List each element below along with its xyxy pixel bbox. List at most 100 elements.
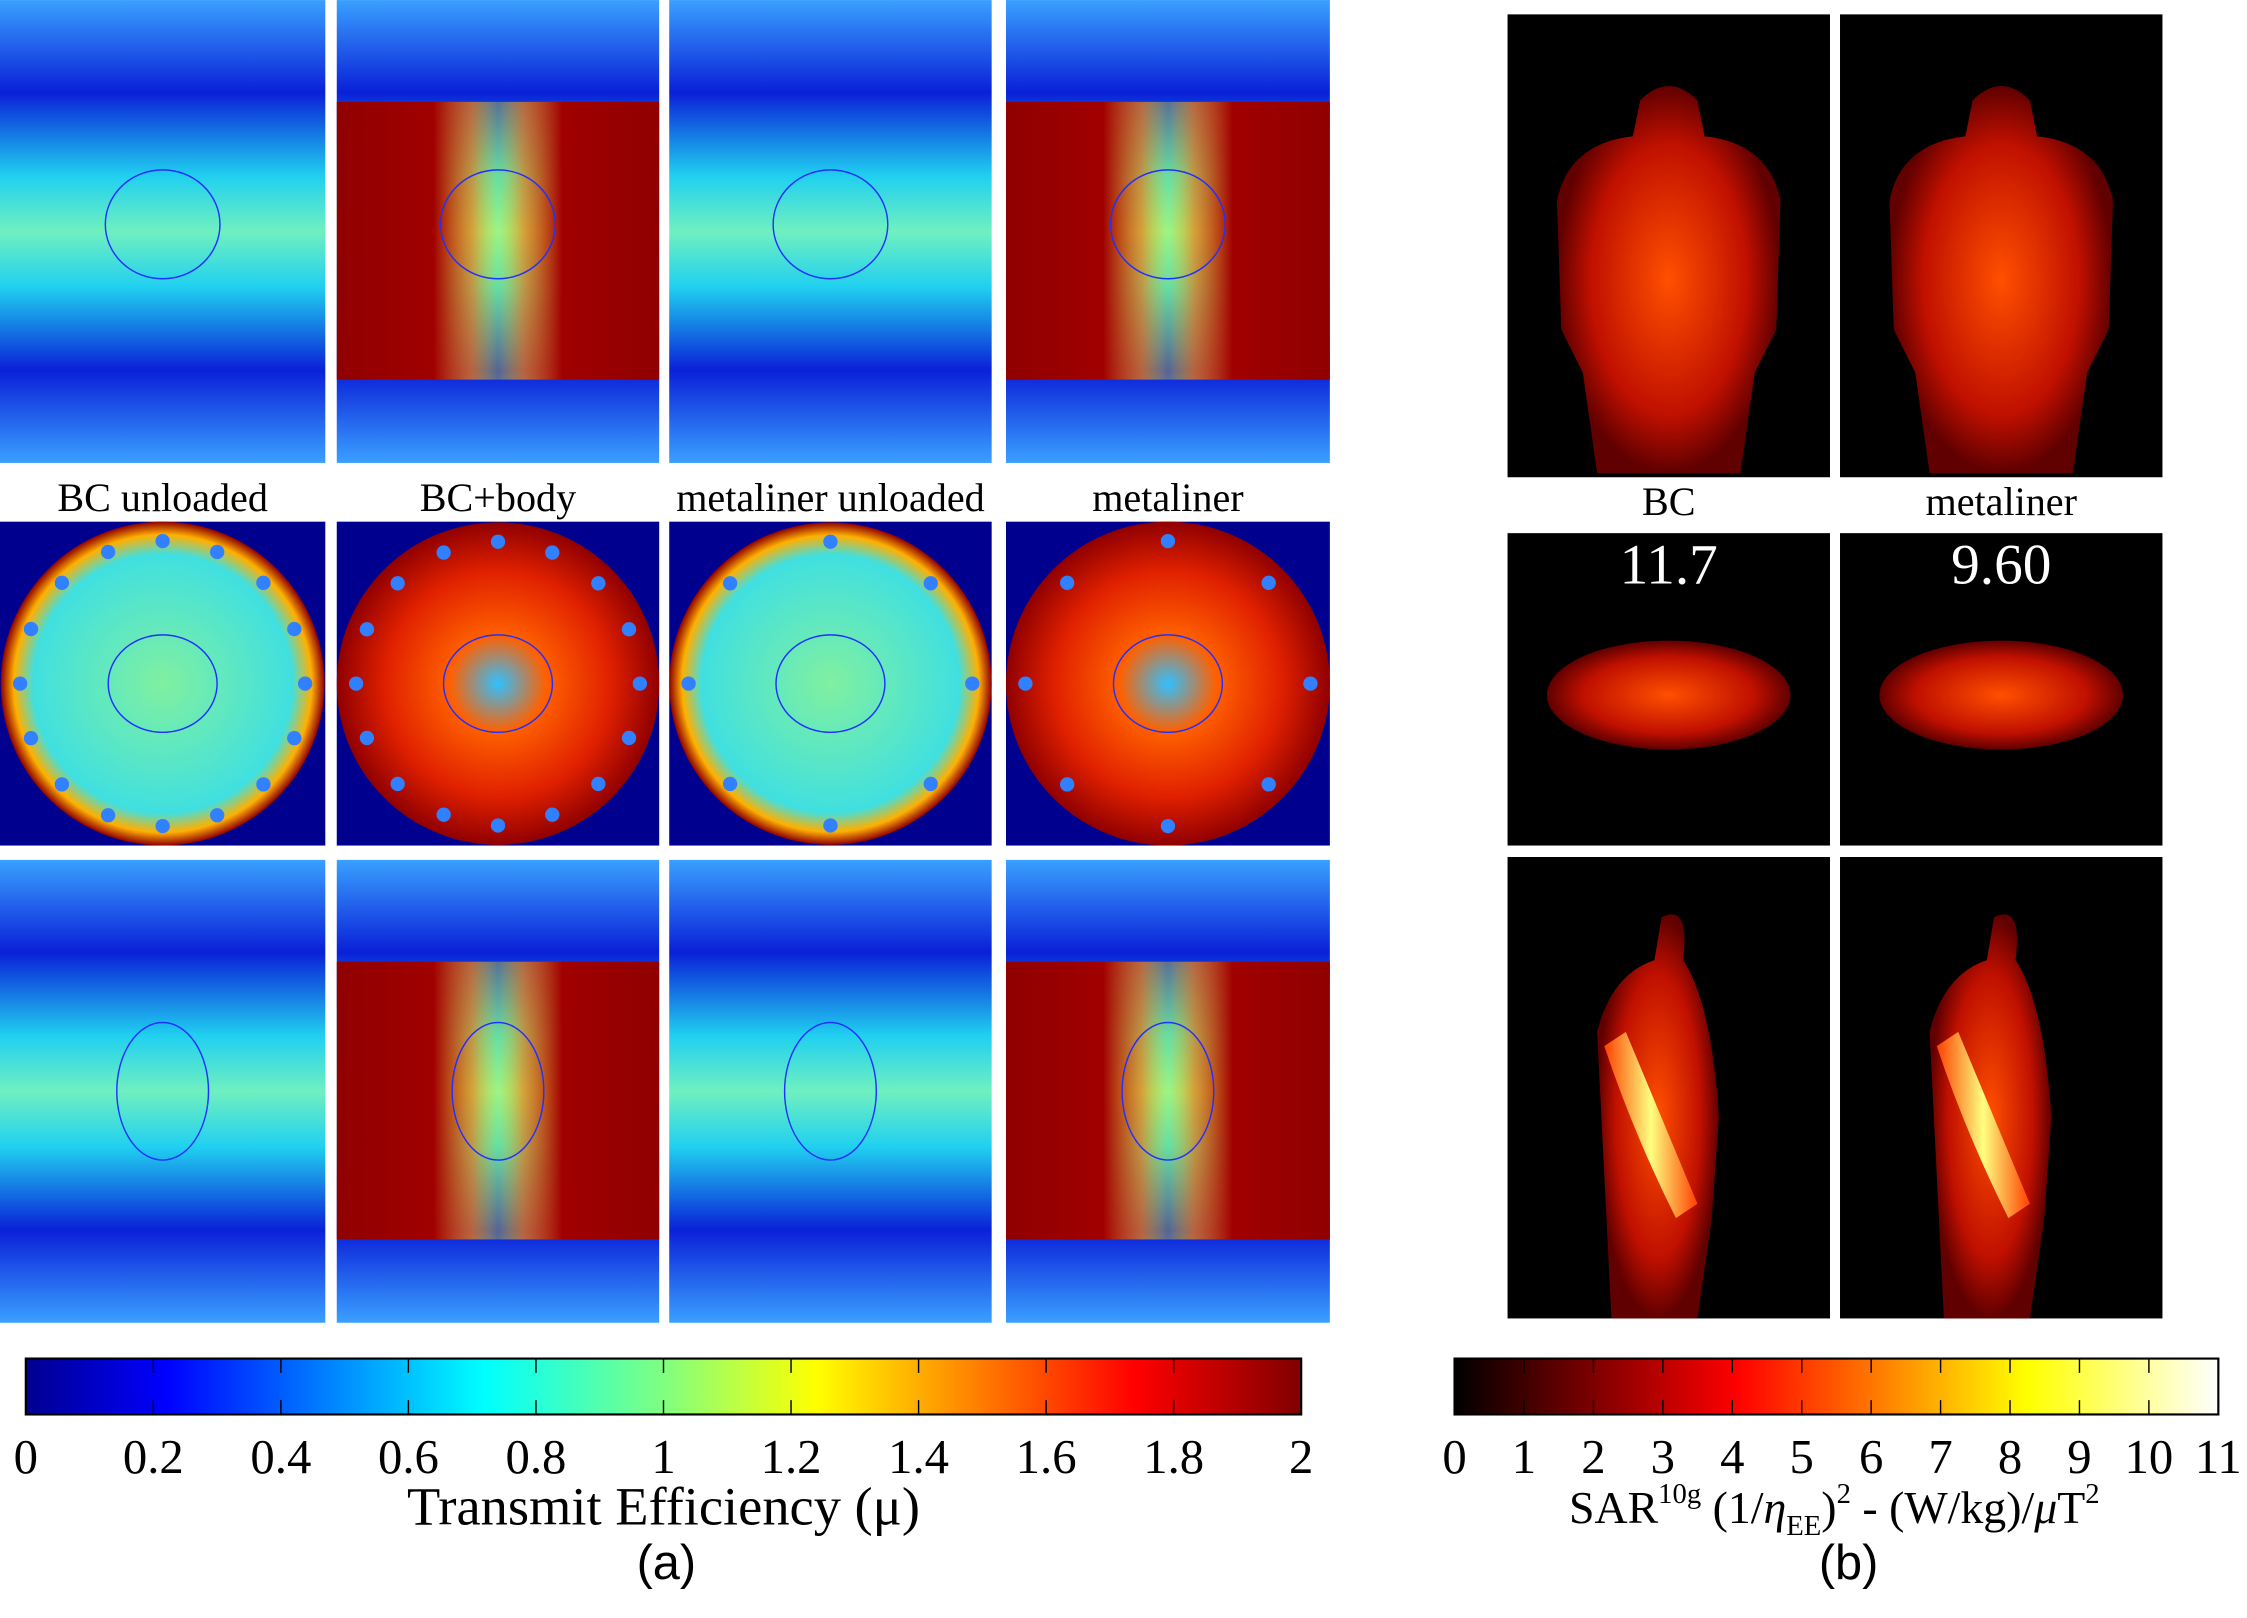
colorbar-tick-label: 0: [1442, 1430, 1466, 1484]
region-outline: [116, 1021, 210, 1161]
region-outline: [451, 1021, 545, 1161]
field-map-disc: [1005, 521, 1330, 846]
rung: [722, 776, 738, 792]
rung: [1160, 533, 1176, 549]
rung: [436, 545, 451, 560]
body-coronal: [1889, 86, 2114, 473]
colorbar-tick-label: 0.4: [250, 1430, 311, 1484]
colorbar-tick-label: 0.2: [123, 1430, 184, 1484]
region-outline: [783, 1021, 878, 1161]
label-part: (1/: [1701, 1481, 1764, 1532]
rung: [155, 533, 170, 549]
field-map-disc: [336, 522, 660, 845]
label-part: - (W/kg)/: [1851, 1481, 2035, 1532]
body-coronal: [1556, 86, 1781, 473]
colorbar-tick-label: 1.2: [761, 1430, 822, 1484]
label-part: ): [1821, 1481, 1836, 1532]
rung: [1160, 818, 1176, 834]
rung: [100, 808, 116, 823]
field-map-overlay: [1005, 961, 1330, 1240]
rung: [23, 730, 39, 746]
body-axial: [1546, 640, 1791, 750]
colorbar-tick-label: 1.4: [888, 1430, 949, 1484]
colorbar-tick-label: 9: [2067, 1430, 2091, 1484]
rung: [1303, 676, 1318, 691]
rung: [256, 777, 271, 792]
field-map-disc: [0, 521, 325, 846]
colorbar-tick-label: 1.8: [1143, 1430, 1204, 1484]
region-outline: [775, 634, 886, 734]
peak-value: 11.7: [1620, 534, 1718, 597]
column-label: metaliner: [1926, 479, 2077, 524]
region-outline: [442, 634, 554, 734]
rung: [1261, 575, 1276, 591]
colorbar-tick-label: 3: [1651, 1430, 1675, 1484]
region-outline: [1121, 1021, 1215, 1161]
rung: [823, 818, 838, 833]
rung: [256, 575, 271, 591]
colorbar-tick-label: 0.6: [378, 1430, 439, 1484]
label-part: 10g: [1658, 1477, 1701, 1509]
rung: [155, 818, 170, 834]
region-outline: [1112, 634, 1224, 734]
region-outline: [439, 169, 557, 280]
body-axial: [1879, 640, 2124, 750]
label-part: 2: [2085, 1477, 2099, 1509]
rung: [359, 730, 375, 746]
label-part: EE: [1786, 1509, 1821, 1541]
rung: [681, 676, 696, 691]
region-outline: [107, 634, 218, 734]
colorbar-label: Transmit Efficiency (μ): [407, 1475, 920, 1536]
colorbar-tick-label: 2: [1581, 1430, 1605, 1484]
column-label: BC unloaded: [57, 475, 268, 520]
field-map-overlay: [336, 101, 660, 380]
label-part: T: [2057, 1481, 2085, 1532]
rung: [23, 621, 39, 637]
rung: [100, 544, 116, 560]
colorbar-tick-label: 4: [1720, 1430, 1744, 1484]
sar-hotspot: [1936, 1031, 2030, 1219]
label-part: μ: [2033, 1481, 2057, 1532]
rung: [545, 807, 560, 822]
colorbar-tick-label: 1.6: [1016, 1430, 1077, 1484]
column-label: metaliner: [1092, 475, 1243, 520]
rung: [923, 776, 938, 792]
region-outline: [1109, 169, 1226, 280]
region-outline: [772, 169, 889, 280]
rung: [297, 676, 313, 691]
rung: [923, 576, 938, 591]
rung: [287, 730, 302, 746]
rung: [591, 576, 606, 591]
label-part: 2: [1837, 1477, 1851, 1509]
rung: [54, 575, 70, 591]
field-map: [669, 0, 992, 463]
colorbar-tick-label: 1: [1512, 1430, 1536, 1484]
column-label: BC+body: [420, 475, 576, 520]
rung: [621, 730, 637, 746]
label-part: SAR: [1569, 1481, 1659, 1532]
column-label: BC: [1642, 479, 1696, 524]
colorbar-tick-label: 10: [2125, 1430, 2174, 1484]
rung: [348, 676, 364, 691]
peak-value: 9.60: [1951, 534, 2051, 597]
colorbar-tick-label: 11: [2195, 1430, 2242, 1484]
colorbar-tick-label: 1: [651, 1430, 675, 1484]
rung: [390, 776, 405, 792]
colorbar: [1453, 1357, 2220, 1416]
rung: [12, 676, 28, 691]
rung: [632, 676, 648, 691]
field-map: [669, 859, 992, 1323]
rung: [1059, 575, 1075, 591]
rung: [490, 534, 506, 549]
rung: [1018, 676, 1033, 691]
colorbar-tick-label: 8: [1998, 1430, 2022, 1484]
rung: [1261, 777, 1276, 792]
field-map-disc: [669, 522, 992, 845]
rung: [390, 576, 405, 591]
rung: [722, 576, 738, 591]
label-part: η: [1764, 1481, 1787, 1532]
rung: [210, 544, 225, 560]
rung: [436, 807, 451, 822]
field-map: [0, 0, 326, 463]
